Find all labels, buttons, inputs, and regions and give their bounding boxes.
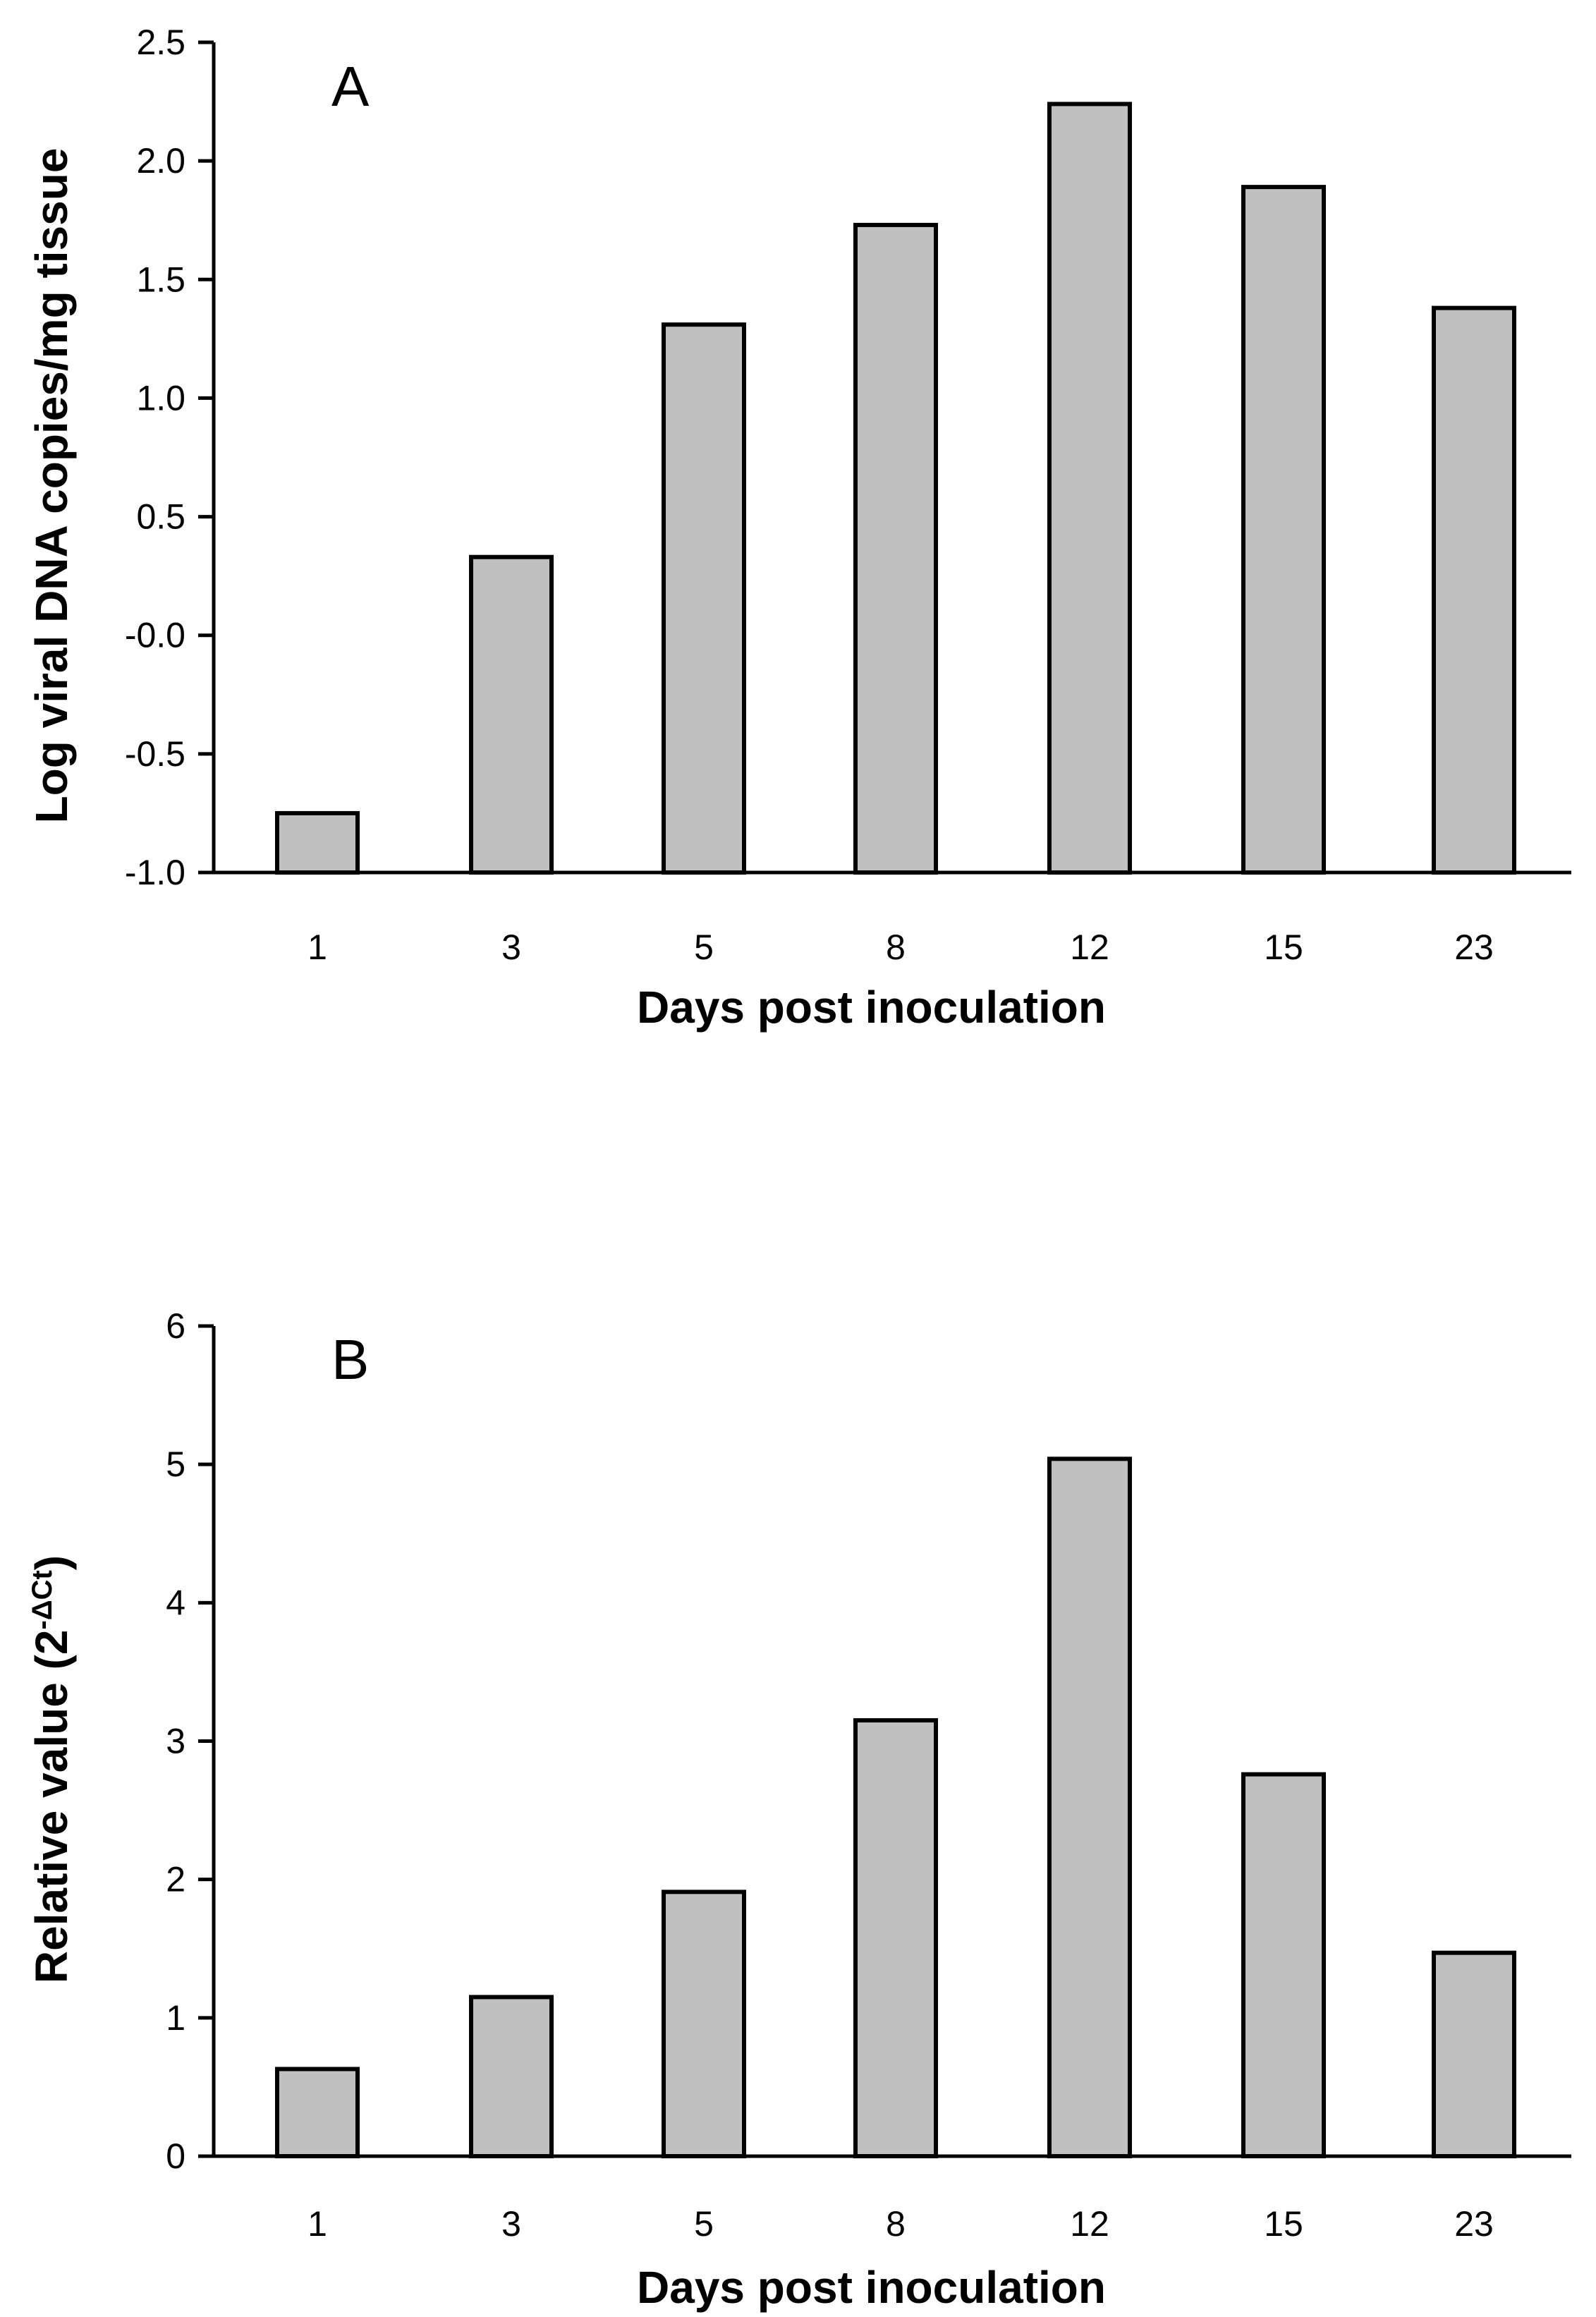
bar-12: [1047, 1457, 1132, 2159]
x-tick-label: 5: [694, 2204, 714, 2244]
x-tick-label: 3: [501, 928, 521, 967]
bars-b: [275, 1457, 1516, 2159]
y-tick-label: 2: [166, 1860, 185, 1899]
bar-15: [1241, 185, 1326, 875]
x-tick-label: 23: [1454, 928, 1494, 967]
x-tick-label: 1: [307, 928, 327, 967]
x-ticks-a: 1 3 5 8 12 15 23: [307, 928, 1494, 967]
y-tick-label: 4: [166, 1583, 185, 1622]
y-tick-label: 1: [166, 1998, 185, 2038]
y-tick-label: 5: [166, 1445, 185, 1484]
bar-3: [469, 554, 554, 875]
panel-label-b: B: [331, 1328, 369, 1391]
bar-8: [853, 222, 938, 875]
x-tick-label: 1: [307, 2204, 327, 2244]
y-axis-title-b: Relative value (2-ΔCt): [26, 1555, 77, 1983]
chart-panel-a: -1.0 -0.5 -0.0 0.5 1.0 1.5 2.0 2.5 1 3 5 8 12 15 23 A…: [26, 23, 1571, 1033]
y-tick-label: 1.5: [136, 260, 185, 299]
bar-1: [275, 2067, 360, 2159]
y-axis-title-b-end: ): [26, 1555, 77, 1570]
y-axis-title-b-sup: -ΔCt: [27, 1570, 58, 1629]
panel-label-a: A: [331, 55, 370, 118]
bar-23: [1432, 1950, 1516, 2158]
bar-23: [1432, 305, 1516, 875]
bar-12: [1047, 102, 1132, 875]
x-tick-label: 3: [501, 2204, 521, 2244]
y-tick-label: 0.5: [136, 497, 185, 537]
bars-a: [275, 102, 1516, 875]
x-tick-label: 5: [694, 928, 714, 967]
y-tick-label: -0.5: [125, 734, 185, 774]
bar-15: [1241, 1772, 1326, 2159]
bar-8: [853, 1718, 938, 2158]
x-tick-label: 23: [1454, 2204, 1494, 2244]
y-tick-label: 1.0: [136, 378, 185, 418]
y-axis-title-a: Log viral DNA copies/mg tissue: [26, 148, 77, 824]
x-tick-label: 12: [1070, 928, 1109, 967]
x-ticks-b: 1 3 5 8 12 15 23: [307, 2204, 1494, 2244]
y-tick-label: 6: [166, 1306, 185, 1346]
bar-5: [662, 322, 746, 875]
x-tick-label: 8: [886, 2204, 906, 2244]
y-tick-label: 2.0: [136, 141, 185, 181]
y-ticks-b: 0 1 2 3 4 5 6: [166, 1306, 214, 2176]
y-axis-title-b-main: Relative value (2: [26, 1630, 77, 1984]
y-tick-label: 0: [166, 2136, 185, 2176]
y-tick-label: 2.5: [136, 23, 185, 62]
x-tick-label: 15: [1264, 2204, 1303, 2244]
x-axis-title-a: Days post inoculation: [637, 982, 1106, 1033]
y-tick-label: -1.0: [125, 853, 185, 892]
bar-5: [662, 1890, 746, 2159]
y-tick-label: -0.0: [125, 616, 185, 655]
x-tick-label: 15: [1264, 928, 1303, 967]
y-tick-label: 3: [166, 1722, 185, 1761]
bar-1: [275, 810, 360, 875]
x-tick-label: 8: [886, 928, 906, 967]
x-tick-label: 12: [1070, 2204, 1109, 2244]
x-axis-title-b: Days post inoculation: [637, 2262, 1106, 2313]
y-ticks-a: -1.0 -0.5 -0.0 0.5 1.0 1.5 2.0 2.5: [125, 23, 214, 892]
bar-3: [469, 1995, 554, 2159]
